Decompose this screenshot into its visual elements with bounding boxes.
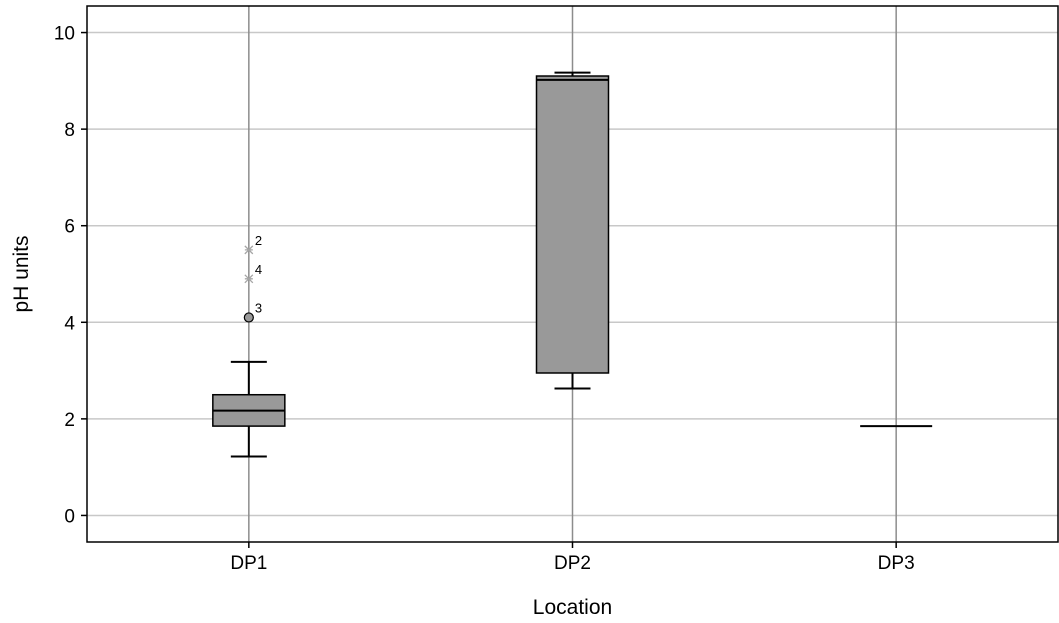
y-tick-label: 10 xyxy=(54,24,75,45)
extreme-point xyxy=(244,274,254,284)
x-axis-title: Location xyxy=(533,596,612,619)
extreme-label: 2 xyxy=(255,233,262,248)
x-tick-label-dp1: DP1 xyxy=(230,553,267,574)
outlier-point xyxy=(243,312,254,323)
y-tick-label: 8 xyxy=(64,120,75,141)
x-tick-label-dp2: DP2 xyxy=(554,553,591,574)
y-axis-title: pH units xyxy=(10,235,33,312)
interquartile-box xyxy=(535,75,610,374)
x-tick-label-dp3: DP3 xyxy=(878,553,915,574)
y-tick-label: 2 xyxy=(64,410,75,431)
box-dp2 xyxy=(535,71,610,390)
y-tick-labels: 0 2 4 6 8 10 xyxy=(54,24,87,527)
x-tick-labels: DP1 DP2 DP3 xyxy=(230,542,915,574)
outlier-label: 3 xyxy=(255,300,262,315)
extreme-label: 4 xyxy=(255,262,262,277)
extreme-point xyxy=(244,245,254,255)
y-tick-label: 0 xyxy=(64,506,75,527)
box-dp1: 3 2 4 xyxy=(212,233,286,458)
y-tick-label: 6 xyxy=(64,217,75,238)
y-tick-label: 4 xyxy=(64,313,75,334)
boxes: 3 2 4 xyxy=(212,71,933,458)
